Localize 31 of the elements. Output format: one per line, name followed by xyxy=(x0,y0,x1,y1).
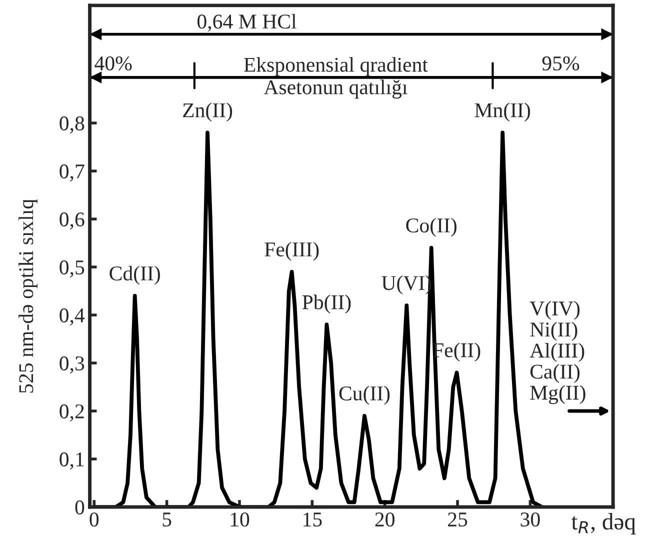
ref-line-label: 0,64 M HCl xyxy=(197,14,296,32)
x-tick-label: 5 xyxy=(162,512,172,527)
x-tick-label: 0 xyxy=(90,512,99,527)
annotation: Zn(II) xyxy=(183,102,232,122)
x-tick-label: 20 xyxy=(375,512,394,527)
annotation: Co(II) xyxy=(406,218,456,237)
annotation: Asetonun qatılığı xyxy=(264,80,408,99)
y-tick-label: 0,2 xyxy=(60,404,84,422)
y-tick-label: 0,7 xyxy=(60,164,84,182)
annotation: Fe(III) xyxy=(264,242,319,261)
y-tick-label: 0,5 xyxy=(60,260,84,278)
y-tick-label: 0,1 xyxy=(60,452,84,470)
x-tick-label: 30 xyxy=(520,512,540,527)
annotation: 40% xyxy=(94,56,132,70)
annotation: 95% xyxy=(542,56,580,70)
annotation: Mn(II) xyxy=(474,102,530,122)
y-axis-title: 525 nm-də optiki sıxlıq xyxy=(18,199,38,393)
annotation: V(IV) Ni(II) Al(III) Ca(II) Mg(II) xyxy=(530,300,586,404)
y-tick-label: 0,4 xyxy=(60,308,85,326)
y-tick-label: 0,8 xyxy=(60,116,84,134)
ref-line-label: Eksponensial qradient xyxy=(244,57,428,76)
x-tick-label: 15 xyxy=(304,512,322,527)
annotation: Pb(II) xyxy=(302,294,351,314)
x-tick-label: 10 xyxy=(230,512,250,527)
annotation: Cu(II) xyxy=(339,386,390,405)
x-axis-title: t$_{R}$, dəq xyxy=(571,513,636,534)
y-tick-label: 0 xyxy=(75,500,84,514)
annotation: Cd(II) xyxy=(110,266,160,285)
y-tick-label: 0,3 xyxy=(60,356,84,374)
x-tick-label: 25 xyxy=(448,512,468,527)
y-tick-label: 0,6 xyxy=(60,212,84,230)
